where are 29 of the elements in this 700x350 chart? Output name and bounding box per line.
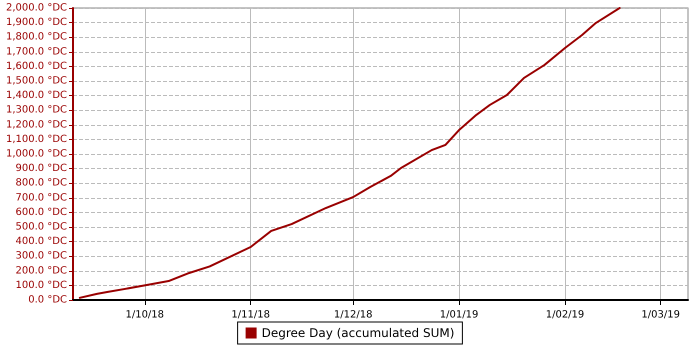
y-tick-label: 1,800.0 °DC [6, 32, 68, 43]
y-tick-label: 1,700.0 °DC [6, 46, 68, 58]
x-tick-label: 1/10/18 [125, 310, 164, 320]
y-tick-label: 400.0 °DC [16, 236, 68, 248]
x-tick-label: 1/12/18 [334, 310, 372, 320]
y-tick-label: 300.0 °DC [16, 250, 68, 262]
y-tick-label: 600.0 °DC [16, 206, 68, 218]
y-tick-label: 0.0 °DC [28, 294, 68, 306]
y-tick-label: 1,200.0 °DC [6, 119, 68, 130]
y-tick-label: 900.0 °DC [16, 163, 68, 174]
y-tick-label: 100.0 °DC [16, 280, 68, 291]
y-tick-label: 1,100.0 °DC [6, 134, 68, 145]
x-tick-label: 1/11/18 [231, 310, 270, 320]
y-tick-label: 1,600.0 °DC [6, 60, 68, 72]
y-tick-label: 700.0 °DC [16, 192, 68, 204]
y-tick-label: 800.0 °DC [16, 178, 68, 189]
x-tick-label: 1/01/19 [440, 310, 478, 320]
y-tick-label: 2,000.0 °DC [6, 2, 68, 14]
y-tick-label: 1,000.0 °DC [6, 148, 68, 160]
y-tick-label: 1,900.0 °DC [6, 17, 68, 28]
x-tick-label: 1/03/19 [641, 310, 680, 320]
y-tick-label: 1,500.0 °DC [6, 76, 68, 86]
y-tick-label: 1,300.0 °DC [6, 104, 68, 116]
x-tick-label: 1/02/19 [546, 310, 584, 320]
legend-label: Degree Day (accumulated SUM) [262, 326, 454, 340]
y-tick-label: 500.0 °DC [16, 222, 68, 232]
line-series [78, 7, 621, 299]
y-tick-label: 1,400.0 °DC [6, 90, 68, 102]
y-tick-label: 200.0 °DC [16, 265, 68, 276]
